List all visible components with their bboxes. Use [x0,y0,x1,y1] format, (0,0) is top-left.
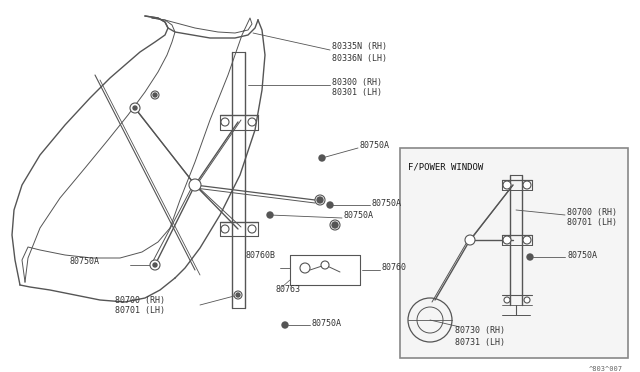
Text: 80750A: 80750A [567,250,597,260]
Circle shape [315,195,325,205]
Text: 80301 (LH): 80301 (LH) [332,89,382,97]
Circle shape [248,225,256,233]
Circle shape [465,235,475,245]
Circle shape [221,118,229,126]
Text: 80700 (RH): 80700 (RH) [115,295,165,305]
Text: 80731 (LH): 80731 (LH) [455,337,505,346]
Circle shape [151,91,159,99]
Text: ^803^007: ^803^007 [589,366,623,372]
Circle shape [321,261,329,269]
Text: 80760: 80760 [382,263,407,273]
Circle shape [282,322,288,328]
Text: 80701 (LH): 80701 (LH) [115,307,165,315]
Circle shape [330,220,340,230]
Text: 80750A: 80750A [312,318,342,327]
Circle shape [317,197,323,203]
Circle shape [503,181,511,189]
Text: 80336N (LH): 80336N (LH) [332,54,387,62]
Bar [400,148,628,358]
Circle shape [153,93,157,97]
Circle shape [153,263,157,267]
Circle shape [300,263,310,273]
Circle shape [150,260,160,270]
Text: 80700 (RH): 80700 (RH) [567,208,617,217]
Circle shape [189,179,201,191]
Text: 80750A: 80750A [70,257,100,266]
Circle shape [327,202,333,208]
Circle shape [523,181,531,189]
Text: 80760B: 80760B [245,250,275,260]
Circle shape [236,293,240,297]
Circle shape [332,222,338,228]
Text: 80701 (LH): 80701 (LH) [567,218,617,228]
Text: F/POWER WINDOW: F/POWER WINDOW [408,163,483,172]
Circle shape [319,155,325,161]
Circle shape [221,225,229,233]
Circle shape [267,212,273,218]
Circle shape [523,236,531,244]
Text: 80730 (RH): 80730 (RH) [455,326,505,334]
Text: 80750A: 80750A [372,199,402,208]
Text: 80763: 80763 [275,285,300,295]
Text: 80300 (RH): 80300 (RH) [332,77,382,87]
Text: 80750A: 80750A [360,141,390,150]
Circle shape [234,291,242,299]
Circle shape [504,297,510,303]
Text: 80335N (RH): 80335N (RH) [332,42,387,51]
Circle shape [527,254,533,260]
Circle shape [133,106,137,110]
Circle shape [503,236,511,244]
Circle shape [130,103,140,113]
Text: 80750A: 80750A [344,212,374,221]
Circle shape [248,118,256,126]
Circle shape [524,297,530,303]
